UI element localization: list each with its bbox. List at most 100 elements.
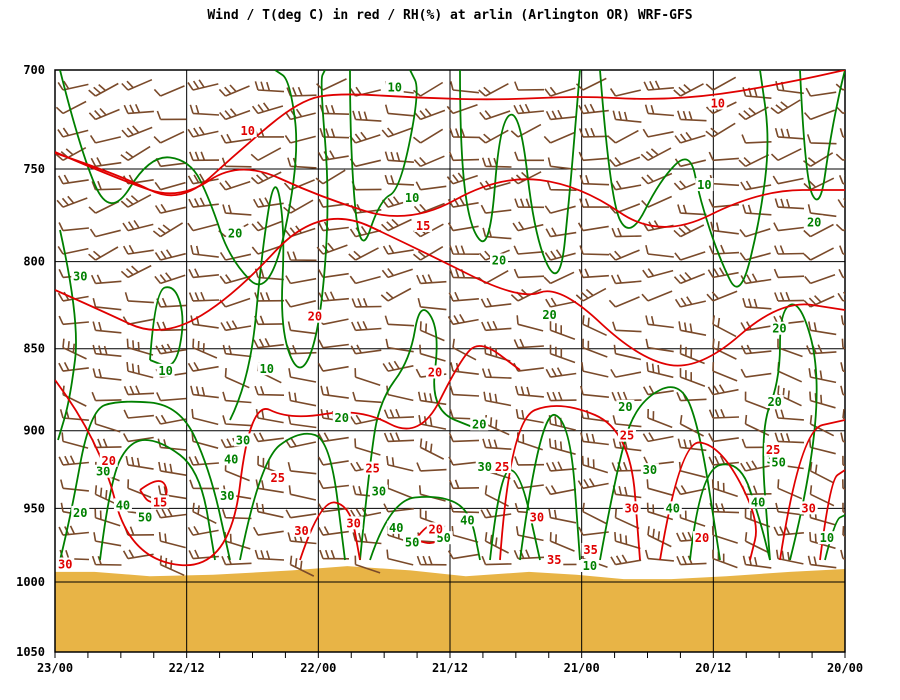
- temperature-contour-label: 20: [429, 522, 443, 536]
- temperature-contour-label-bg: [425, 365, 444, 379]
- wind-barb: [287, 532, 317, 545]
- wind-barb: [774, 198, 805, 210]
- wind-barb: [55, 146, 87, 162]
- wind-barb: [642, 432, 674, 443]
- wind-barb: [740, 344, 772, 355]
- wind-barb: [349, 225, 381, 238]
- wind-barb: [712, 338, 737, 360]
- wind-barb: [612, 415, 642, 428]
- wind-barb: [514, 456, 545, 466]
- wind-barb: [484, 344, 511, 362]
- wind-barb: [158, 532, 186, 549]
- wind-barb: [608, 249, 640, 261]
- wind-barb: [386, 385, 414, 402]
- wind-barb: [187, 525, 219, 536]
- wind-barb: [808, 438, 836, 455]
- wind-barb: [512, 221, 544, 232]
- wind-barb: [317, 432, 349, 443]
- wind-barb: [513, 549, 545, 560]
- wind-barb: [254, 385, 285, 396]
- wind-barb: [354, 438, 381, 456]
- wind-barb: [252, 526, 284, 536]
- wind-barb: [120, 145, 151, 161]
- wind-barb: [708, 408, 740, 419]
- wind-barb: [673, 83, 704, 97]
- wind-barb: [614, 508, 640, 530]
- rh-contour-label: 50: [405, 536, 419, 550]
- wind-barb: [481, 555, 512, 566]
- wind-barb: [545, 297, 577, 308]
- wind-barb: [153, 85, 185, 97]
- wind-barb: [384, 104, 414, 117]
- x-tick-label: 20/12: [695, 661, 731, 675]
- wind-barb: [419, 438, 445, 460]
- wind-barb: [738, 154, 770, 168]
- rh-contour-label: 50: [138, 510, 152, 524]
- wind-barb: [413, 155, 445, 168]
- wind-barb: [382, 360, 414, 372]
- temperature-contour-label-bg: [99, 453, 118, 467]
- wind-barb: [677, 110, 707, 122]
- wind-barb: [478, 129, 509, 144]
- rh-contour-label: 30: [73, 270, 87, 284]
- wind-barb: [740, 180, 772, 191]
- wind-barb: [774, 127, 804, 140]
- y-tick-label: 750: [23, 162, 45, 176]
- wind-barb: [804, 274, 836, 285]
- temperature-contour-label-bg: [426, 522, 445, 536]
- wind-barb: [318, 339, 349, 349]
- wind-barb: [381, 196, 414, 208]
- wind-barb: [575, 77, 607, 91]
- wind-barb: [188, 268, 219, 279]
- rh-contour-label-bg: [765, 394, 784, 408]
- wind-barb: [381, 268, 413, 279]
- rh-contour-label: 20: [335, 411, 349, 425]
- wind-barb: [285, 438, 317, 449]
- rh-contour-label-bg: [580, 558, 599, 572]
- wind-barb: [448, 456, 479, 466]
- wind-barb: [611, 461, 642, 472]
- wind-barb: [285, 509, 317, 519]
- wind-barb: [675, 485, 707, 496]
- rh-contour-label-bg: [234, 433, 253, 447]
- wind-barb: [351, 181, 382, 191]
- wind-barb: [510, 171, 542, 185]
- wind-barb: [57, 127, 89, 138]
- wind-barb: [56, 195, 88, 208]
- wind-barb: [773, 268, 805, 279]
- wind-barb: [777, 385, 802, 407]
- wind-barb: [190, 385, 219, 399]
- rh-contour-label-bg: [403, 191, 422, 205]
- wind-barb: [192, 502, 217, 525]
- temperature-contour: [55, 218, 845, 367]
- rh-contour-label: 10: [583, 559, 597, 573]
- wind-barb: [57, 80, 89, 91]
- wind-barb: [738, 106, 769, 121]
- wind-barb: [546, 180, 577, 191]
- wind-barb: [253, 432, 284, 443]
- wind-barb: [288, 368, 317, 383]
- wind-barb: [219, 251, 252, 261]
- wind-barb: [612, 321, 642, 333]
- y-tick-label: 1050: [16, 645, 45, 659]
- rh-contour-label: 30: [372, 485, 386, 499]
- wind-barb: [740, 368, 772, 378]
- wind-barb: [575, 287, 607, 302]
- wind-barb: [386, 455, 414, 472]
- wind-barb: [678, 321, 707, 336]
- wind-barb: [578, 103, 609, 115]
- wind-barb: [350, 507, 382, 519]
- rh-contour-label-bg: [749, 495, 768, 509]
- wind-barb: [257, 455, 283, 475]
- wind-barb: [545, 485, 577, 496]
- wind-barb: [708, 433, 739, 443]
- wind-barb: [122, 219, 154, 232]
- temperature-contour: [659, 441, 757, 561]
- wind-barb: [352, 110, 382, 122]
- temperature-contour: [779, 419, 845, 561]
- wind-barb: [154, 181, 186, 191]
- wind-barb: [220, 320, 252, 332]
- wind-barb: [224, 368, 250, 389]
- wind-barb: [250, 171, 282, 185]
